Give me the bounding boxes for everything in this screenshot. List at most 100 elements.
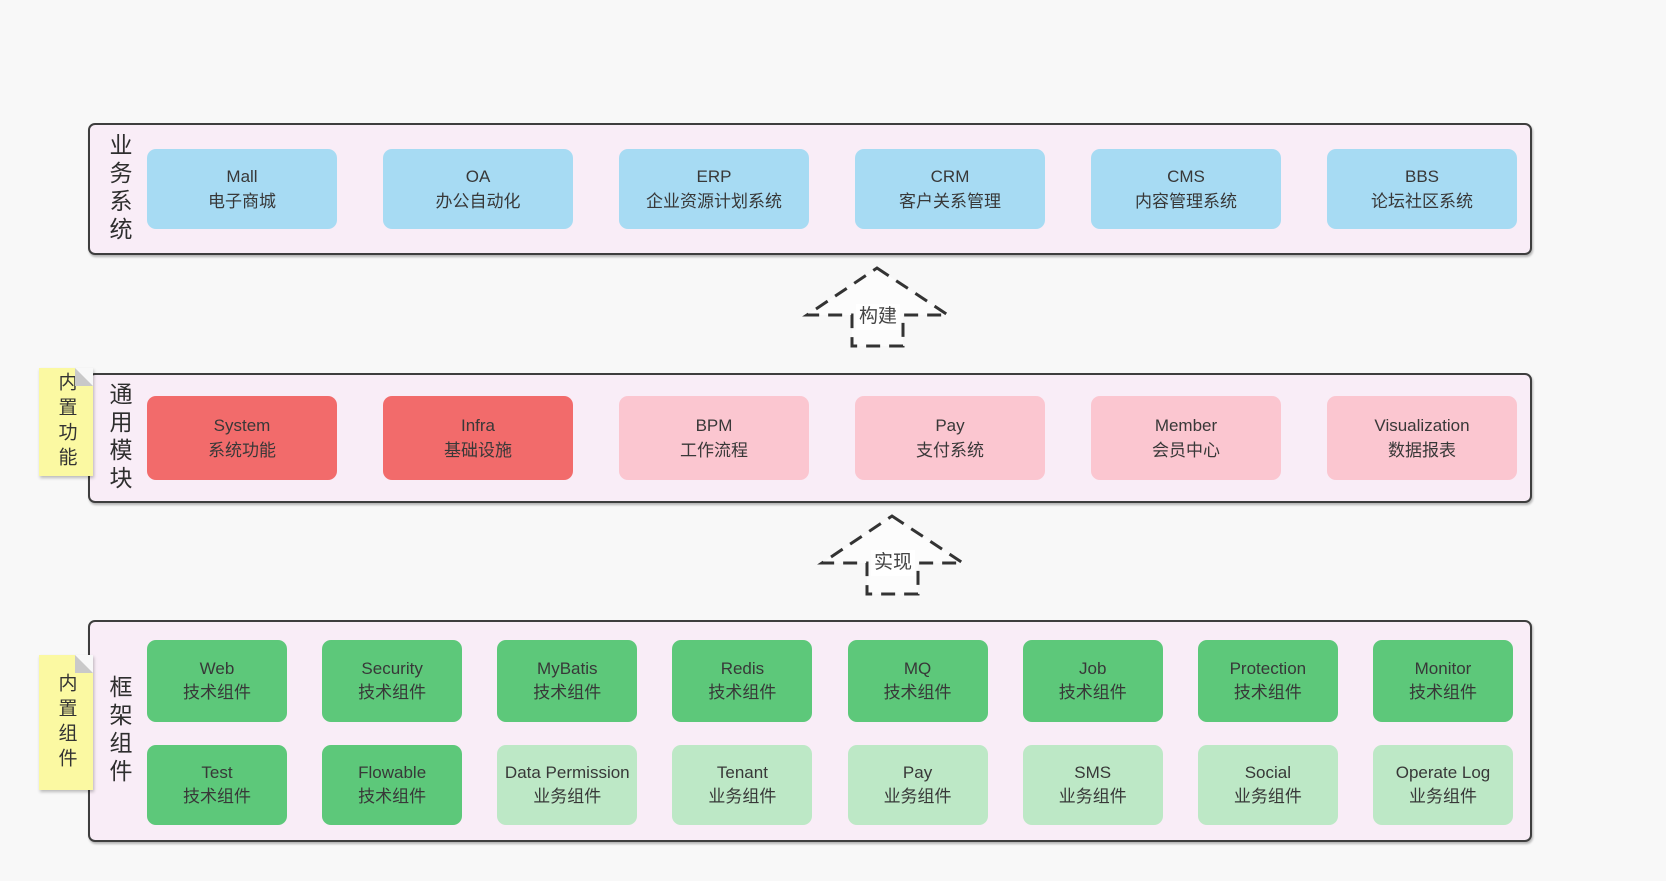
module-subtitle: 技术组件	[358, 683, 427, 702]
module-box-security: Security 技术组件	[322, 640, 463, 722]
module-box-visualization: Visualization 数据报表	[1327, 396, 1517, 480]
sticky-note-text: 内置功能	[55, 372, 77, 472]
module-subtitle: 系统功能	[208, 441, 276, 460]
module-box-job: Job 技术组件	[1022, 640, 1163, 722]
module-subtitle: 技术组件	[1408, 683, 1477, 702]
module-title: OA	[465, 167, 491, 186]
module-title: Visualization	[1374, 416, 1470, 435]
module-subtitle: 技术组件	[883, 683, 952, 702]
module-subtitle: 办公自动化	[435, 192, 521, 211]
module-subtitle: 技术组件	[183, 683, 251, 702]
module-subtitle: 内容管理系统	[1135, 192, 1237, 211]
module-title: CRM	[930, 167, 970, 186]
box-row: Test 技术组件 Flowable 技术组件 Data Permission 业务组件 T…	[90, 745, 1530, 825]
module-title: Member	[1154, 416, 1218, 435]
arrow-label-implement: 实现	[870, 550, 916, 576]
module-subtitle: 数据报表	[1388, 441, 1456, 460]
module-title: System	[213, 416, 271, 435]
layer-label-common-modules: 通用模块	[106, 382, 132, 494]
module-subtitle: 业务组件	[533, 787, 602, 806]
module-subtitle: 业务组件	[708, 787, 777, 806]
module-box-crm: CRM 客户关系管理	[855, 149, 1045, 229]
module-subtitle: 企业资源计划系统	[646, 192, 782, 211]
module-box-operate-log: Operate Log 业务组件	[1372, 745, 1513, 825]
module-subtitle: 技术组件	[358, 787, 427, 806]
module-title: BBS	[1404, 167, 1440, 186]
module-box-oa: OA 办公自动化	[383, 149, 573, 229]
layer-label-framework-components: 框架组件	[106, 675, 132, 787]
panel-common-modules: 通用模块 System 系统功能 Infra 基础设施 BPM 工作流程 Pay 支付系统 Me…	[88, 373, 1532, 503]
module-box-mall: Mall 电子商城	[147, 149, 337, 229]
module-title: Job	[1078, 659, 1107, 678]
module-subtitle: 客户关系管理	[899, 192, 1001, 211]
module-box-pay: Pay 支付系统	[855, 396, 1045, 480]
panel-rows: Mall 电子商城 OA 办公自动化 ERP 企业资源计划系统 CRM 客户关系管理 CMS 内容…	[90, 125, 1530, 253]
module-title: Operate Log	[1395, 763, 1491, 782]
module-title: Web	[199, 659, 235, 678]
folded-corner-icon	[75, 368, 93, 386]
module-title: MyBatis	[537, 659, 598, 678]
module-title: Flowable	[358, 763, 427, 782]
module-title: Social	[1244, 763, 1291, 782]
module-title: ERP	[696, 167, 732, 186]
module-title: Infra	[460, 416, 496, 435]
module-title: Monitor	[1414, 659, 1472, 678]
folded-corner-icon	[75, 655, 93, 673]
module-subtitle: 业务组件	[1408, 787, 1477, 806]
module-box-pay: Pay 业务组件	[847, 745, 988, 825]
module-box-bpm: BPM 工作流程	[619, 396, 809, 480]
module-subtitle: 技术组件	[1233, 683, 1302, 702]
module-box-web: Web 技术组件	[147, 640, 287, 722]
module-box-member: Member 会员中心	[1091, 396, 1281, 480]
module-title: Redis	[720, 659, 765, 678]
module-title: CMS	[1167, 167, 1205, 186]
module-title: Mall	[226, 167, 258, 186]
module-subtitle: 电子商城	[208, 192, 276, 211]
module-box-bbs: BBS 论坛社区系统	[1327, 149, 1517, 229]
box-row: System 系统功能 Infra 基础设施 BPM 工作流程 Pay 支付系统 Member 会…	[90, 396, 1530, 480]
module-box-protection: Protection 技术组件	[1197, 640, 1338, 722]
module-box-monitor: Monitor 技术组件	[1372, 640, 1513, 722]
module-box-data-permission: Data Permission 业务组件	[497, 745, 638, 825]
module-box-tenant: Tenant 业务组件	[672, 745, 813, 825]
module-title: MQ	[903, 659, 932, 678]
module-box-system: System 系统功能	[147, 396, 337, 480]
module-box-sms: SMS 业务组件	[1022, 745, 1163, 825]
module-box-flowable: Flowable 技术组件	[322, 745, 463, 825]
module-title: Security	[361, 659, 423, 678]
module-subtitle: 论坛社区系统	[1371, 192, 1473, 211]
module-title: SMS	[1074, 763, 1112, 782]
module-subtitle: 支付系统	[916, 441, 984, 460]
box-row: Mall 电子商城 OA 办公自动化 ERP 企业资源计划系统 CRM 客户关系管理 CMS 内容…	[90, 149, 1530, 229]
panel-framework-components: 框架组件 Web 技术组件 Security 技术组件 MyBatis 技术组件 Redis…	[88, 620, 1532, 842]
module-subtitle: 业务组件	[1058, 787, 1127, 806]
panel-rows: Web 技术组件 Security 技术组件 MyBatis 技术组件 Redis 技术组件 M…	[90, 622, 1530, 840]
module-title: BPM	[695, 416, 733, 435]
module-box-erp: ERP 企业资源计划系统	[619, 149, 809, 229]
module-title: Data Permission	[504, 763, 630, 782]
module-title: Protection	[1229, 659, 1307, 678]
module-subtitle: 技术组件	[183, 787, 251, 806]
module-subtitle: 基础设施	[444, 441, 512, 460]
sticky-note-built-in-components: 内置组件	[39, 655, 93, 790]
arrow-label-build: 构建	[855, 304, 901, 330]
box-row: Web 技术组件 Security 技术组件 MyBatis 技术组件 Redis 技术组件 M…	[90, 640, 1530, 722]
module-box-test: Test 技术组件	[147, 745, 287, 825]
module-title: Tenant	[716, 763, 768, 782]
module-subtitle: 工作流程	[680, 441, 748, 460]
sticky-note-built-in-features: 内置功能	[39, 368, 93, 476]
module-box-mq: MQ 技术组件	[847, 640, 988, 722]
module-subtitle: 会员中心	[1152, 441, 1220, 460]
module-subtitle: 技术组件	[708, 683, 777, 702]
module-title: Pay	[902, 763, 933, 782]
module-box-cms: CMS 内容管理系统	[1091, 149, 1281, 229]
module-subtitle: 技术组件	[1058, 683, 1127, 702]
module-subtitle: 技术组件	[533, 683, 602, 702]
module-subtitle: 业务组件	[1233, 787, 1302, 806]
module-subtitle: 业务组件	[883, 787, 952, 806]
panel-business-systems: 业务系统 Mall 电子商城 OA 办公自动化 ERP 企业资源计划系统 CRM 客户关系管理…	[88, 123, 1532, 255]
module-box-infra: Infra 基础设施	[383, 396, 573, 480]
layer-label-business-systems: 业务系统	[106, 133, 132, 245]
panel-rows: System 系统功能 Infra 基础设施 BPM 工作流程 Pay 支付系统 Member 会…	[90, 375, 1530, 501]
module-title: Pay	[935, 416, 965, 435]
